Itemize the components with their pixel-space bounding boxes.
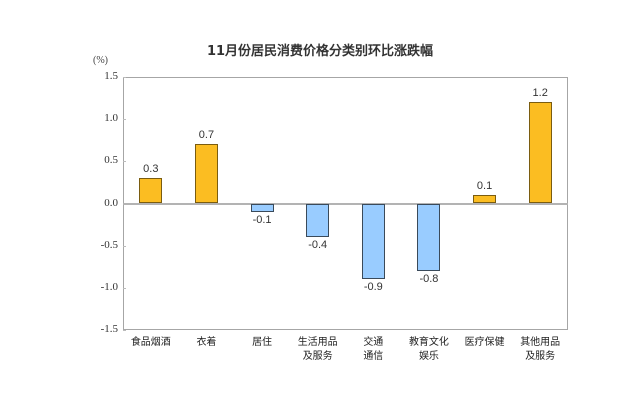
- y-tick-mark: [123, 330, 126, 331]
- bar-value-label: 0.1: [476, 180, 493, 193]
- x-category-label: 居住: [252, 337, 273, 348]
- x-category-label: 食品烟酒: [130, 337, 171, 348]
- y-tick-mark: [123, 245, 126, 247]
- y-tick-mark: [123, 77, 126, 78]
- y-tick-mark: [123, 287, 126, 289]
- bar: [361, 203, 385, 280]
- y-tick-label: -0.5: [100, 238, 118, 251]
- bar-value-label: -0.9: [363, 281, 383, 294]
- x-category-label: 医疗保健: [464, 337, 505, 348]
- bar: [139, 178, 163, 204]
- y-axis-unit: (%): [93, 55, 108, 66]
- bar: [417, 203, 441, 271]
- x-category-label: 教育文化 娱乐: [408, 337, 449, 362]
- y-tick-label: -1.5: [100, 323, 118, 335]
- bar: [250, 203, 274, 212]
- x-category-label: 衣着: [196, 337, 217, 348]
- x-category-label: 生活用品 及服务: [297, 337, 338, 362]
- x-category-label: 其他用品 及服务: [520, 337, 561, 362]
- bar: [528, 102, 552, 204]
- chart-title: 11月份居民消费价格分类别环比涨跌幅: [206, 44, 434, 59]
- y-tick-label: 1.5: [104, 70, 118, 82]
- bar-value-label: -0.1: [252, 213, 272, 226]
- bar-value-label: 0.7: [198, 129, 215, 142]
- x-category-label: 交通 通信: [363, 337, 384, 362]
- y-tick-mark: [123, 161, 126, 163]
- bar: [306, 203, 330, 238]
- bar-value-label: -0.4: [308, 239, 328, 252]
- y-tick-label: 1.0: [104, 112, 118, 125]
- bar-value-label: 0.3: [143, 163, 159, 176]
- y-tick-label: 0.5: [104, 154, 118, 167]
- y-tick-label: -1.0: [100, 280, 118, 293]
- bar: [194, 144, 218, 204]
- bar-value-label: 1.2: [532, 87, 548, 100]
- bar: [473, 195, 497, 204]
- zero-line: [123, 202, 568, 205]
- bar-value-label: -0.8: [419, 272, 439, 285]
- y-tick-label: 0.0: [104, 196, 118, 209]
- y-tick-mark: [123, 119, 126, 121]
